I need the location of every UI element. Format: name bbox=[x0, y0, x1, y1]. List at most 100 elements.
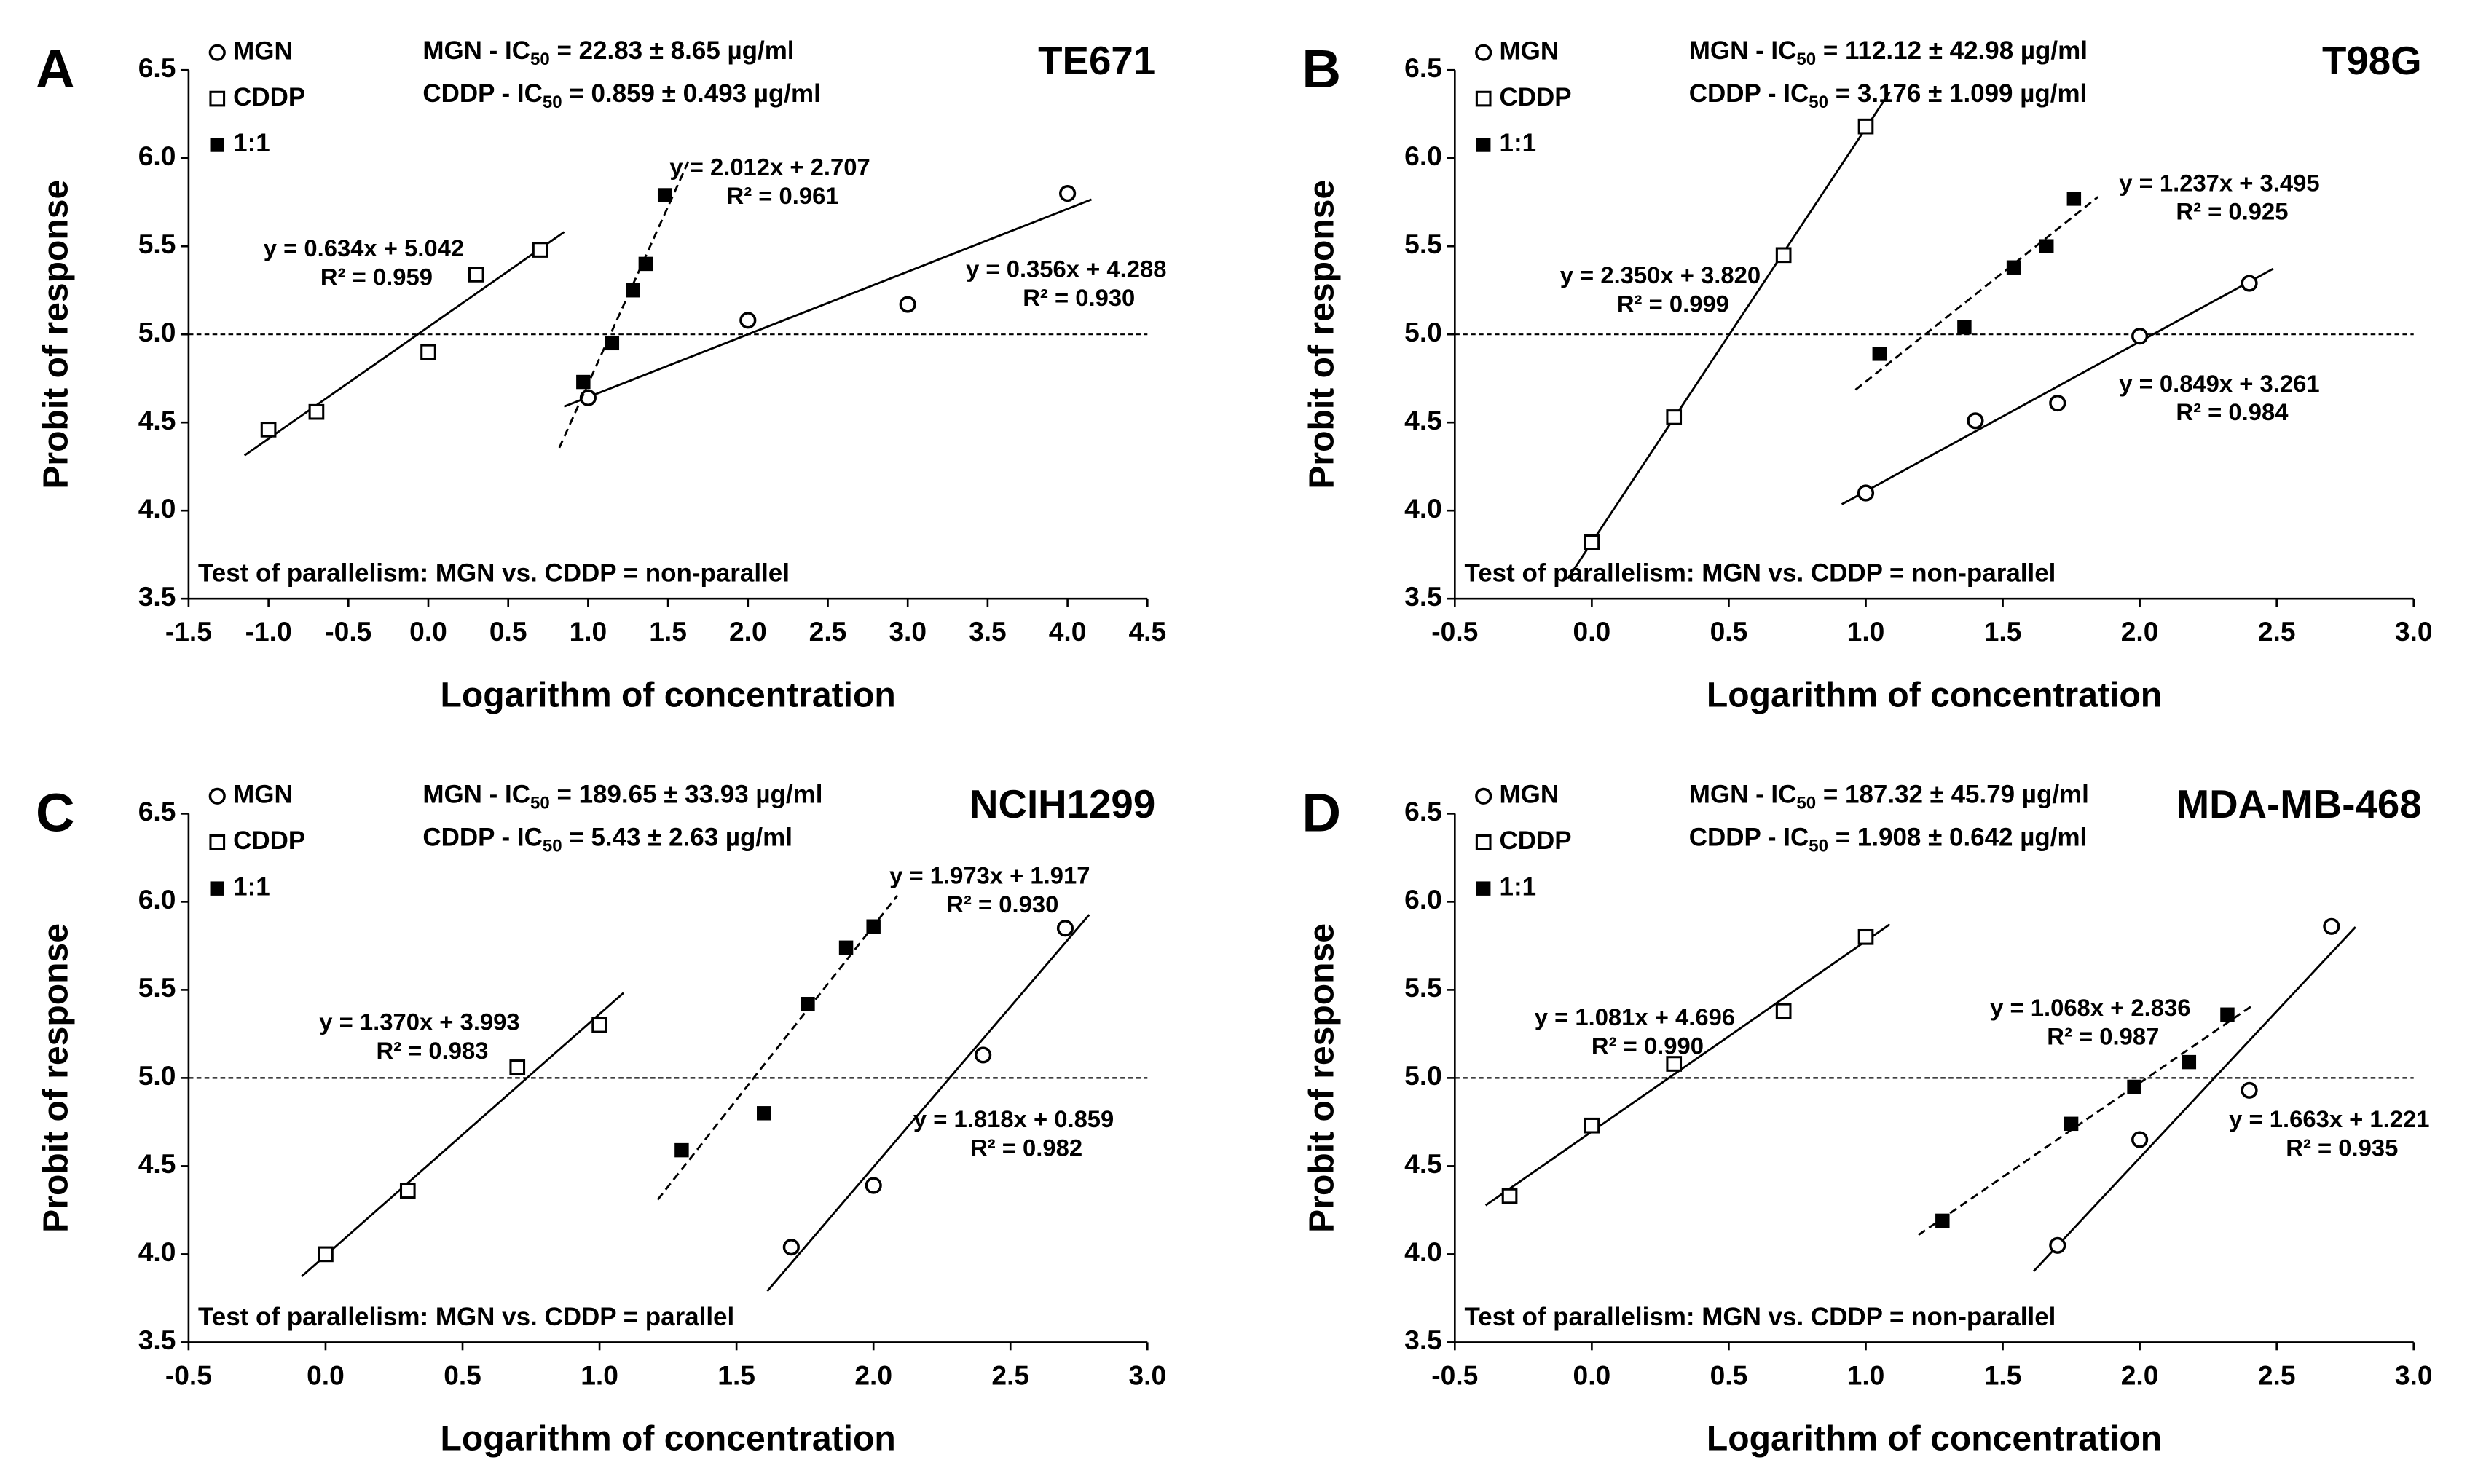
point bbox=[2131, 328, 2149, 345]
ic50-prefix: MGN - IC bbox=[422, 36, 530, 65]
point bbox=[1857, 484, 1875, 502]
x-tick-label: 2.5 bbox=[809, 616, 847, 647]
x-tick-label: 2.0 bbox=[729, 616, 767, 647]
point bbox=[591, 1017, 607, 1033]
fit-line bbox=[558, 159, 690, 449]
parallelism-note: Test of parallelism: MGN vs. CDDP = para… bbox=[198, 1303, 734, 1331]
point bbox=[975, 1046, 992, 1064]
point bbox=[1775, 1003, 1792, 1019]
legend-label: MGN bbox=[1500, 781, 1559, 809]
x-tick-label: 0.0 bbox=[307, 1359, 345, 1390]
point bbox=[2127, 1079, 2141, 1094]
fit-line bbox=[1841, 267, 2274, 505]
point bbox=[782, 1239, 800, 1256]
x-tick-label: 2.0 bbox=[2121, 1359, 2159, 1390]
point bbox=[1857, 118, 1874, 135]
ic50-sub: 50 bbox=[1796, 794, 1816, 813]
legend-marker bbox=[1476, 138, 1491, 152]
point bbox=[318, 1246, 334, 1263]
y-axis-label: Probit of response bbox=[1302, 180, 1342, 489]
x-tick-label: 3.0 bbox=[889, 616, 927, 647]
ic50-prefix: CDDP - IC bbox=[422, 79, 542, 108]
x-tick-label: 0.0 bbox=[409, 616, 447, 647]
x-tick-label: 1.5 bbox=[649, 616, 687, 647]
ic50-suffix: = 1.908 ± 0.642 µg/ml bbox=[1828, 824, 2087, 852]
y-tick-label: 6.5 bbox=[1404, 52, 1442, 83]
fit-r2: R² = 0.925 bbox=[2176, 198, 2288, 225]
point bbox=[1775, 247, 1792, 264]
y-tick-label: 6.0 bbox=[1404, 884, 1442, 915]
point bbox=[509, 1059, 526, 1075]
point bbox=[2049, 394, 2066, 412]
y-axis-label: Probit of response bbox=[36, 180, 75, 489]
x-tick-label: -0.5 bbox=[165, 1359, 212, 1390]
point bbox=[1967, 412, 1984, 430]
parallelism-note: Test of parallelism: MGN vs. CDDP = non-… bbox=[1464, 559, 2056, 588]
fit-r2: R² = 0.961 bbox=[727, 182, 839, 209]
y-tick-label: 5.0 bbox=[1404, 1060, 1442, 1091]
point bbox=[1501, 1188, 1518, 1204]
fit-line bbox=[766, 914, 1090, 1292]
fit-r2: R² = 0.959 bbox=[320, 263, 433, 290]
legend-marker bbox=[1475, 90, 1492, 107]
y-tick-label: 6.5 bbox=[1404, 796, 1442, 826]
y-tick-label: 5.5 bbox=[138, 972, 176, 1003]
x-tick-label: 2.5 bbox=[2258, 616, 2296, 647]
y-tick-label: 3.5 bbox=[1404, 1325, 1442, 1355]
y-tick-label: 6.0 bbox=[138, 141, 176, 171]
x-tick-label: 2.0 bbox=[854, 1359, 892, 1390]
point bbox=[838, 940, 854, 955]
point bbox=[576, 374, 591, 390]
point bbox=[1059, 185, 1077, 202]
fit-equation: y = 1.818x + 0.859 bbox=[913, 1105, 1114, 1132]
x-tick-label: 2.5 bbox=[2258, 1359, 2296, 1390]
ic50-annotation: CDDP - IC50 = 1.908 ± 0.642 µg/ml bbox=[1689, 824, 2088, 856]
y-tick-label: 4.0 bbox=[138, 1236, 176, 1267]
point bbox=[757, 1106, 771, 1121]
ic50-prefix: CDDP - IC bbox=[1689, 79, 1809, 108]
legend-label: 1:1 bbox=[233, 129, 270, 157]
y-tick-label: 5.5 bbox=[138, 229, 176, 259]
y-tick-label: 4.0 bbox=[138, 493, 176, 524]
legend-marker bbox=[1476, 881, 1491, 896]
x-tick-label: 1.5 bbox=[1984, 1359, 2022, 1390]
ic50-sub: 50 bbox=[530, 794, 550, 813]
y-tick-label: 6.0 bbox=[138, 884, 176, 915]
panel-label: B bbox=[1302, 39, 1341, 99]
point bbox=[2241, 275, 2258, 292]
ic50-prefix: MGN - IC bbox=[1689, 781, 1797, 809]
panel-label: C bbox=[36, 782, 75, 842]
legend-label: 1:1 bbox=[233, 872, 270, 901]
legend-marker bbox=[208, 787, 226, 805]
point bbox=[1584, 534, 1600, 550]
x-tick-label: 3.5 bbox=[969, 616, 1007, 647]
point bbox=[657, 188, 672, 202]
y-tick-label: 4.0 bbox=[1404, 1236, 1442, 1267]
legend-marker bbox=[1475, 44, 1492, 61]
y-tick-label: 6.0 bbox=[1404, 141, 1442, 171]
ic50-annotation: MGN - IC50 = 112.12 ± 42.98 µg/ml bbox=[1689, 36, 2088, 69]
x-tick-label: 1.5 bbox=[1984, 616, 2022, 647]
legend-label: MGN bbox=[233, 781, 293, 809]
ic50-annotation: CDDP - IC50 = 5.43 ± 2.63 µg/ml bbox=[422, 824, 792, 856]
x-tick-label: 3.0 bbox=[2395, 616, 2433, 647]
ic50-sub: 50 bbox=[1796, 50, 1816, 69]
legend-label: 1:1 bbox=[1500, 872, 1537, 901]
point bbox=[605, 336, 620, 351]
fit-line bbox=[243, 231, 565, 457]
x-tick-label: -1.5 bbox=[165, 616, 212, 647]
fit-r2: R² = 0.999 bbox=[1617, 291, 1729, 317]
x-axis-label: Logarithm of concentration bbox=[1707, 675, 2162, 714]
point bbox=[801, 997, 815, 1011]
point bbox=[2006, 260, 2021, 275]
legend-marker bbox=[210, 138, 224, 152]
x-axis-label: Logarithm of concentration bbox=[440, 675, 895, 714]
point bbox=[2241, 1081, 2258, 1099]
x-tick-label: 0.5 bbox=[444, 1359, 481, 1390]
legend-label: CDDP bbox=[1500, 83, 1572, 111]
point bbox=[2323, 917, 2340, 935]
legend-label: MGN bbox=[1500, 36, 1559, 65]
parallelism-note: Test of parallelism: MGN vs. CDDP = non-… bbox=[1464, 1303, 2056, 1331]
y-tick-label: 4.5 bbox=[138, 405, 176, 435]
